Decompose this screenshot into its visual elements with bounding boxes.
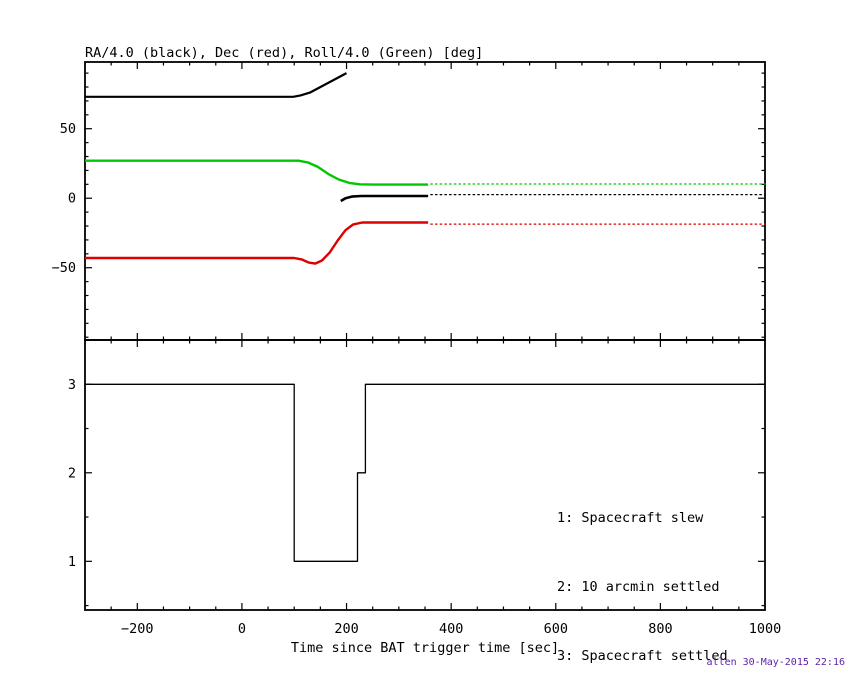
series-settled-status <box>85 383 765 562</box>
series-dec <box>85 221 429 265</box>
x-tick-label: 0 <box>238 621 246 637</box>
chart-title: RA/4.0 (black), Dec (red), Roll/4.0 (Gre… <box>85 45 484 61</box>
x-tick-label: −200 <box>121 621 154 637</box>
series-ra-quarter-pre-wrap <box>85 72 348 98</box>
y-tick-label: 3 <box>68 377 76 393</box>
x-tick-label: 200 <box>334 621 358 637</box>
x-tick-label: 400 <box>439 621 463 637</box>
legend-item-slew: 1: Spacecraft slew <box>557 510 704 526</box>
series-roll-quarter <box>85 159 429 186</box>
legend-item-settled: 3: Spacecraft settled <box>557 648 728 664</box>
x-axis-title: Time since BAT trigger time [sec] <box>290 640 560 656</box>
y-tick-label: −50 <box>52 260 76 276</box>
y-tick-label: 50 <box>60 121 76 137</box>
legend-item-10arcmin: 2: 10 arcmin settled <box>557 579 720 595</box>
credit-stamp: allen 30-May-2015 22:16 <box>706 657 845 668</box>
x-tick-label: 600 <box>544 621 568 637</box>
y-tick-label: 2 <box>68 465 76 481</box>
status-legend: 1: Spacecraft slew 2: 10 arcmin settled … <box>557 461 728 680</box>
y-tick-label: 0 <box>68 191 76 207</box>
x-tick-label: 1000 <box>749 621 782 637</box>
panel-frame-1 <box>84 61 766 341</box>
series-ra-quarter-post-wrap <box>340 194 429 203</box>
x-tick-label: 800 <box>648 621 672 637</box>
y-tick-label: 1 <box>68 554 76 570</box>
